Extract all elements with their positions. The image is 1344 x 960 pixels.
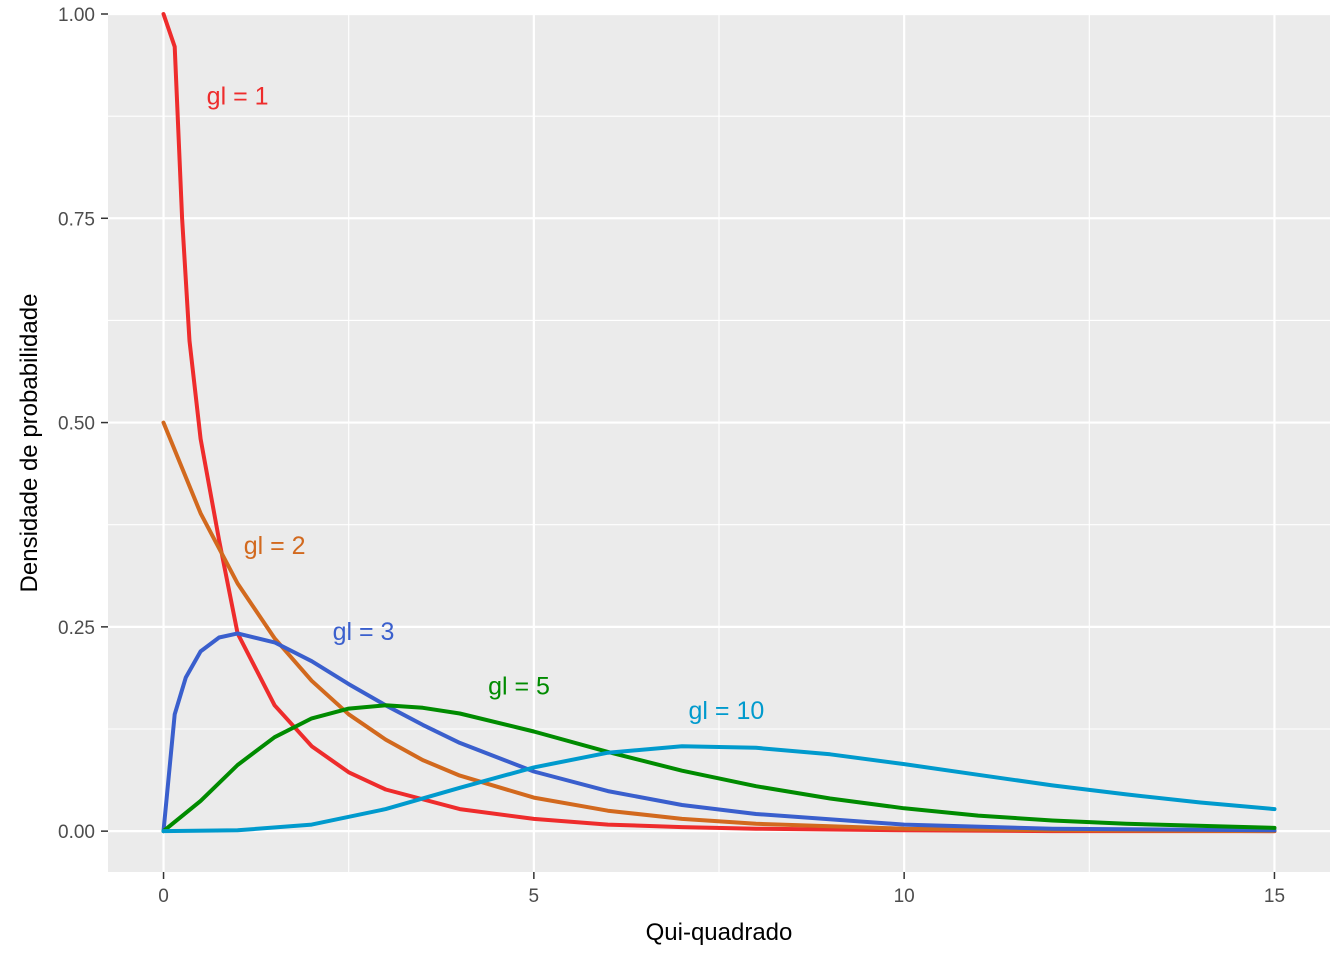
y-axis: 0.00 0.25 0.50 0.75 1.00: [58, 5, 108, 843]
y-tick-label: 1.00: [58, 5, 95, 26]
x-tick-label: 0: [158, 886, 169, 907]
y-tick-label: 0.50: [58, 414, 95, 435]
x-tick-label: 10: [894, 886, 915, 907]
series-label-gl-3: gl = 3: [333, 618, 395, 646]
y-axis-title: Densidade de probabilidade: [16, 294, 43, 593]
series-lines: [161, 12, 1277, 834]
series-line-gl-10: [161, 744, 1277, 834]
series-label-gl-1: gl = 1: [207, 83, 269, 111]
series-line-gl-1: [161, 12, 1277, 834]
y-tick-label: 0.75: [58, 209, 95, 230]
y-tick-label: 0.00: [58, 822, 95, 843]
grid: [108, 12, 1330, 872]
series-line-gl-5: [161, 703, 1277, 834]
series-label-gl-2: gl = 2: [244, 532, 306, 560]
x-axis: 0 5 10 15: [158, 872, 1285, 907]
x-tick-label: 15: [1264, 886, 1285, 907]
series-line-gl-2: [161, 420, 1277, 834]
x-axis-title: Qui-quadrado: [646, 919, 793, 946]
y-tick-label: 0.25: [58, 618, 95, 639]
x-tick-label: 5: [529, 886, 540, 907]
series-labels: gl = 1 gl = 2 gl = 3 gl = 5 gl = 10: [207, 83, 765, 725]
series-label-gl-10: gl = 10: [689, 697, 765, 725]
series-label-gl-5: gl = 5: [488, 673, 550, 701]
